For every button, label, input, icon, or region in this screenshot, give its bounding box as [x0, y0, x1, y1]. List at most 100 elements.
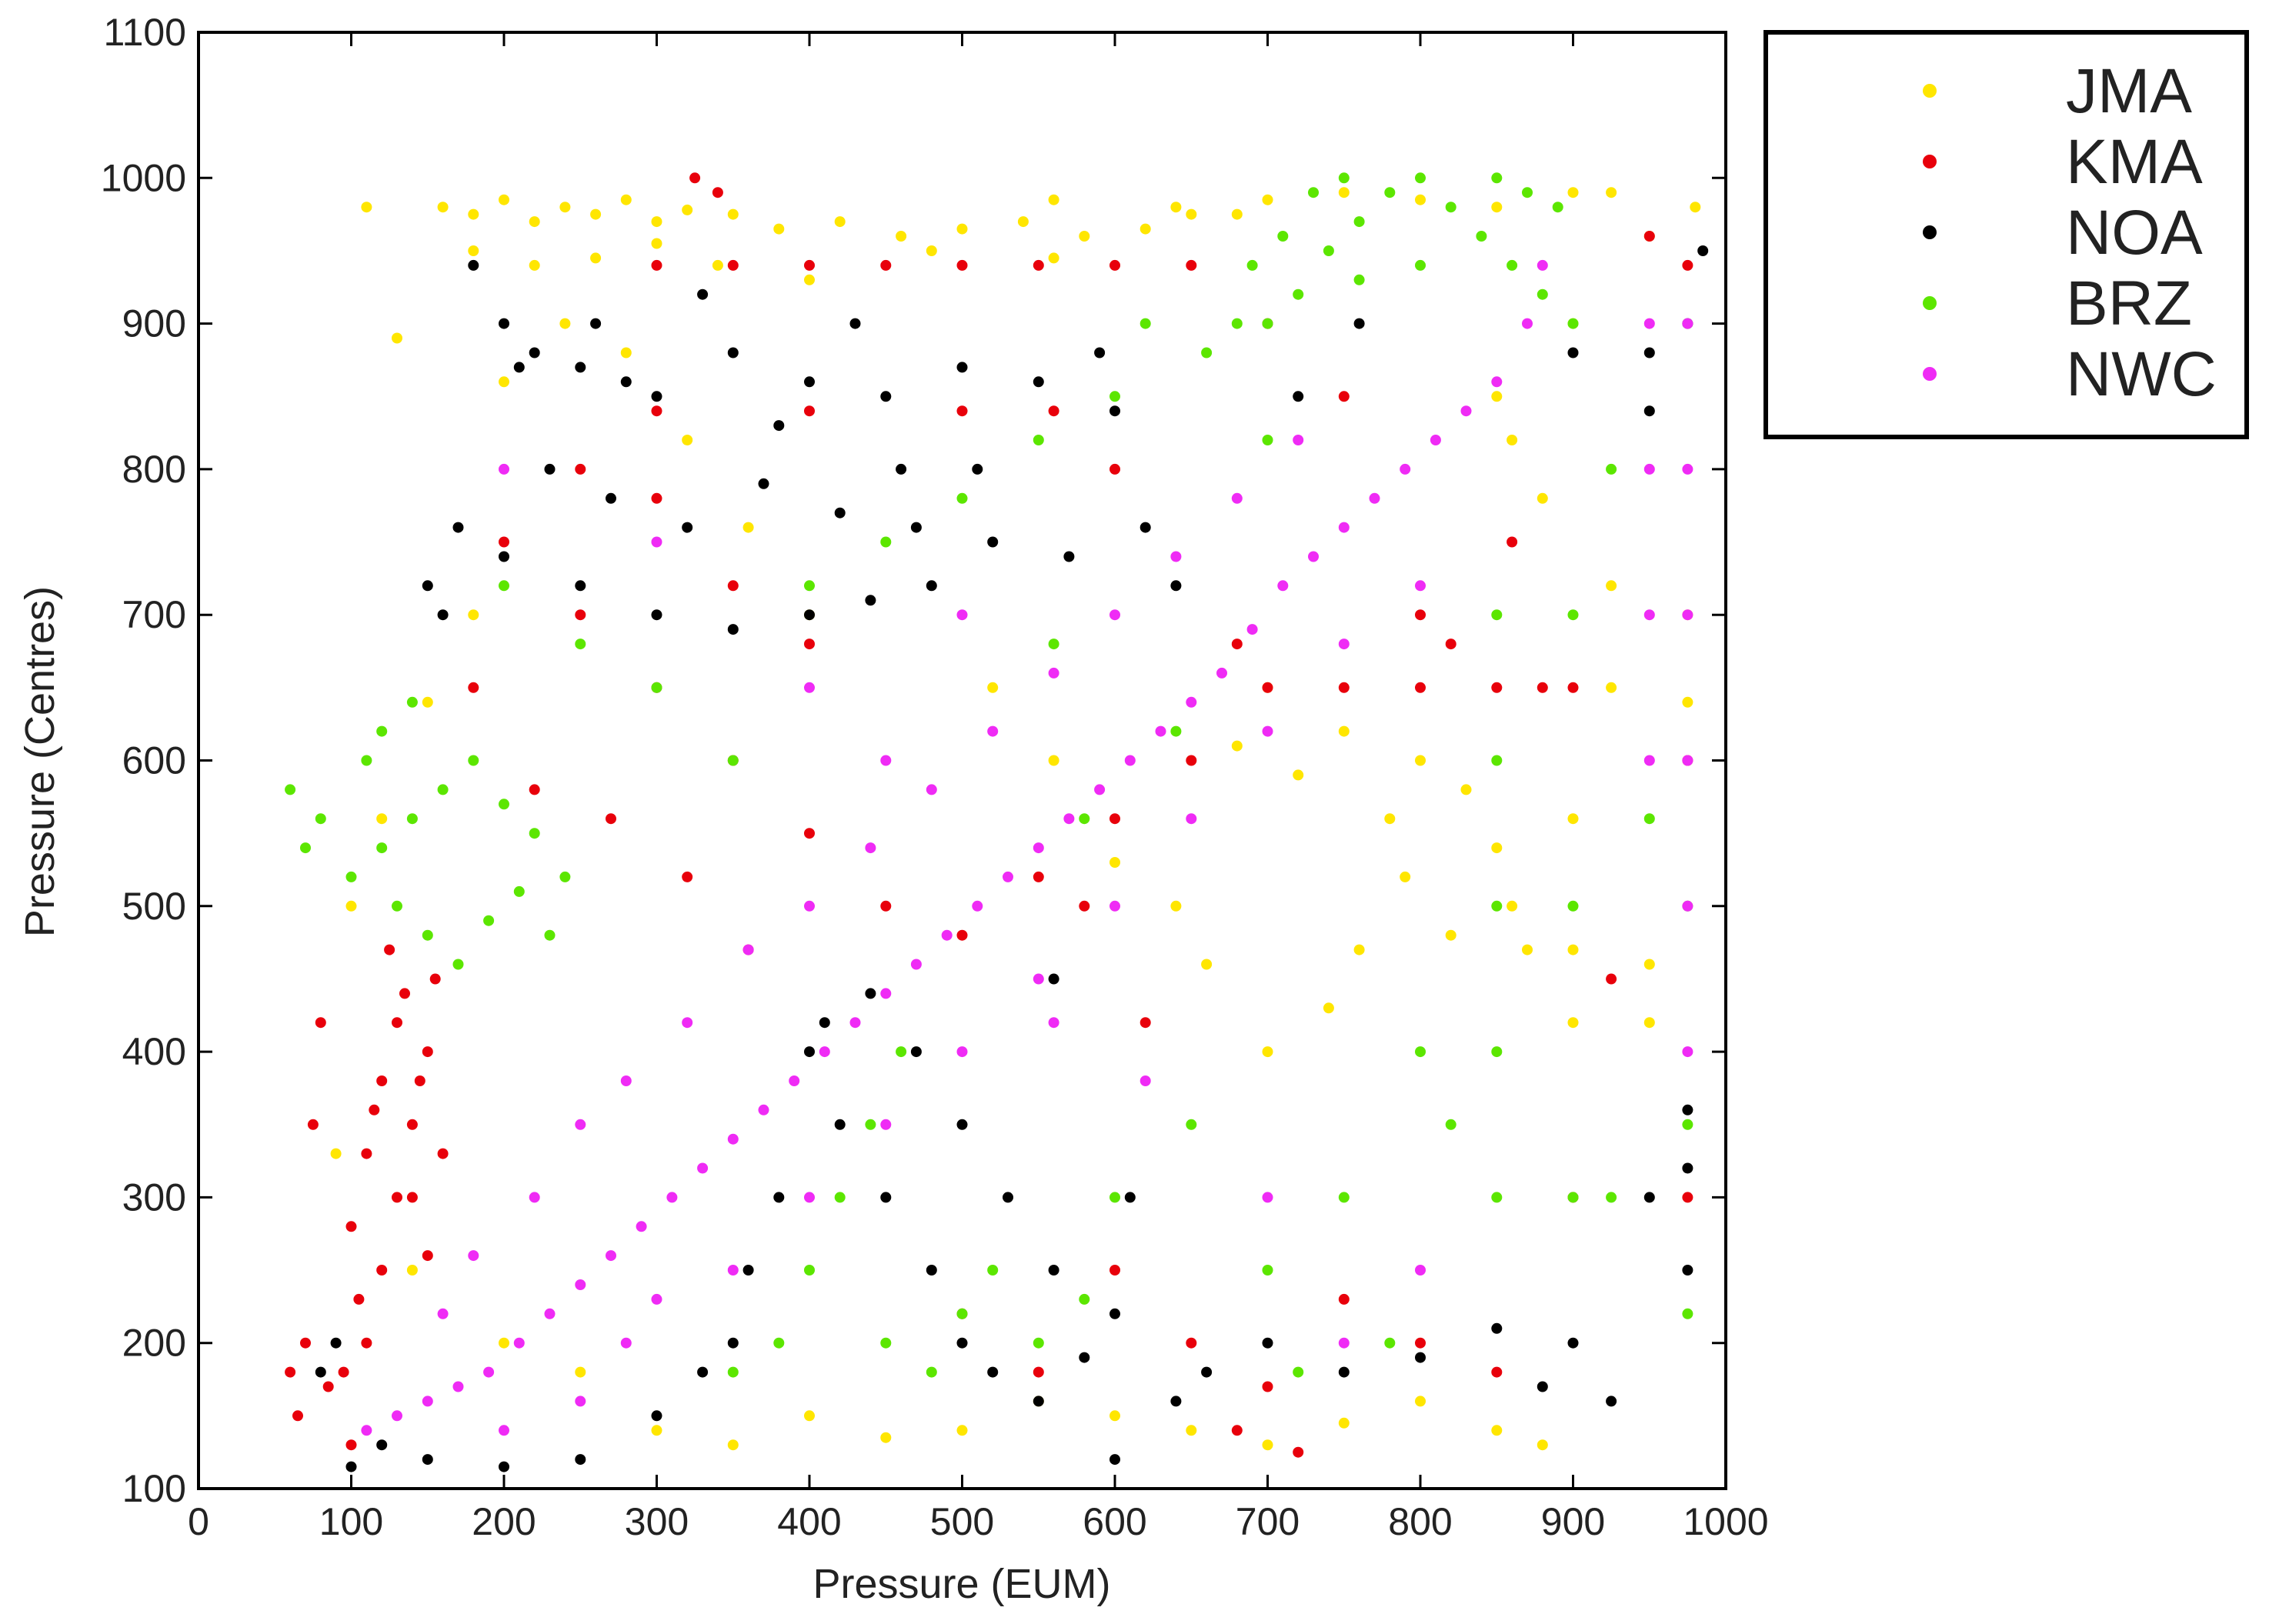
point-nwc: [1308, 551, 1319, 562]
x-tick-label: 1000: [1683, 1500, 1768, 1543]
point-nwc: [880, 988, 892, 999]
point-jma: [896, 231, 907, 242]
point-jma: [1690, 202, 1701, 213]
point-kma: [1415, 609, 1426, 621]
point-jma: [742, 522, 754, 533]
point-kma: [1033, 1366, 1044, 1378]
point-noa: [1124, 1192, 1136, 1203]
point-jma: [956, 223, 968, 235]
point-brz: [1201, 347, 1213, 358]
x-tick-label: 600: [1083, 1500, 1146, 1543]
point-brz: [834, 1192, 846, 1203]
point-jma: [1643, 959, 1655, 970]
point-noa: [1003, 1192, 1013, 1203]
point-kma: [880, 900, 892, 912]
point-brz: [1445, 202, 1456, 213]
point-kma: [1109, 463, 1120, 475]
point-kma: [422, 1250, 433, 1262]
point-noa: [1415, 1352, 1426, 1363]
point-noa: [620, 376, 632, 388]
point-nwc: [697, 1162, 709, 1174]
point-brz: [1033, 435, 1044, 445]
point-brz: [1338, 1192, 1350, 1203]
point-jma: [1201, 959, 1213, 970]
point-kma: [345, 1439, 357, 1451]
point-noa: [315, 1366, 326, 1378]
point-kma: [392, 1017, 402, 1029]
legend-marker-nwc: [1923, 367, 1937, 381]
point-jma: [1170, 202, 1182, 213]
point-noa: [896, 463, 907, 475]
point-nwc: [483, 1366, 495, 1378]
point-jma: [1606, 580, 1617, 592]
point-nwc: [1430, 435, 1441, 445]
point-jma: [1567, 1017, 1579, 1029]
point-noa: [849, 318, 861, 329]
point-nwc: [1124, 755, 1136, 766]
point-jma: [926, 245, 937, 256]
point-kma: [353, 1293, 365, 1305]
y-tick-label: 200: [122, 1322, 186, 1365]
point-brz: [1567, 318, 1579, 329]
point-noa: [544, 463, 556, 475]
point-kma: [1682, 259, 1693, 271]
point-brz: [1567, 609, 1579, 621]
point-kma: [1033, 259, 1044, 271]
point-noa: [834, 1119, 846, 1130]
point-noa: [575, 362, 586, 373]
point-nwc: [1400, 463, 1411, 475]
point-noa: [422, 580, 433, 592]
point-kma: [575, 609, 586, 621]
point-kma: [285, 1366, 296, 1378]
point-nwc: [1537, 259, 1548, 271]
point-noa: [926, 580, 937, 592]
point-nwc: [1109, 900, 1120, 912]
point-jma: [1186, 208, 1197, 220]
point-brz: [1491, 1046, 1503, 1058]
point-kma: [1231, 639, 1243, 650]
point-nwc: [468, 1250, 479, 1262]
x-tick-label: 700: [1236, 1500, 1300, 1543]
point-jma: [499, 1337, 509, 1349]
legend-label-nwc: NWC: [2066, 339, 2217, 409]
point-noa: [727, 624, 739, 635]
legend-label-kma: KMA: [2066, 127, 2203, 197]
point-nwc: [1033, 973, 1044, 985]
point-noa: [513, 362, 525, 373]
point-kma: [804, 259, 815, 271]
point-noa: [575, 1454, 586, 1466]
point-jma: [1415, 1396, 1426, 1407]
point-nwc: [1415, 1265, 1426, 1276]
point-brz: [285, 784, 296, 795]
point-jma: [1323, 1002, 1334, 1014]
point-noa: [697, 288, 709, 300]
point-brz: [1507, 259, 1518, 271]
point-jma: [1567, 187, 1579, 198]
point-jma: [1262, 1046, 1273, 1058]
point-brz: [956, 1308, 968, 1319]
point-nwc: [1186, 696, 1197, 708]
point-brz: [896, 1046, 907, 1058]
point-noa: [651, 1410, 662, 1422]
point-nwc: [1682, 463, 1693, 475]
point-nwc: [804, 1192, 815, 1203]
point-brz: [1338, 172, 1350, 184]
point-brz: [1491, 755, 1503, 766]
point-jma: [1643, 1017, 1655, 1029]
point-kma: [1186, 755, 1197, 766]
point-noa: [865, 595, 876, 606]
point-nwc: [513, 1337, 525, 1349]
point-jma: [590, 252, 602, 264]
point-noa: [1682, 1162, 1693, 1174]
point-jma: [376, 813, 388, 825]
point-nwc: [1682, 900, 1693, 912]
point-jma: [1507, 435, 1518, 445]
legend-marker-brz: [1923, 296, 1937, 310]
point-noa: [1170, 580, 1182, 592]
point-nwc: [651, 536, 662, 548]
point-jma: [620, 194, 632, 205]
point-brz: [1567, 900, 1579, 912]
point-brz: [499, 580, 509, 592]
point-noa: [529, 347, 540, 358]
point-noa: [651, 391, 662, 402]
